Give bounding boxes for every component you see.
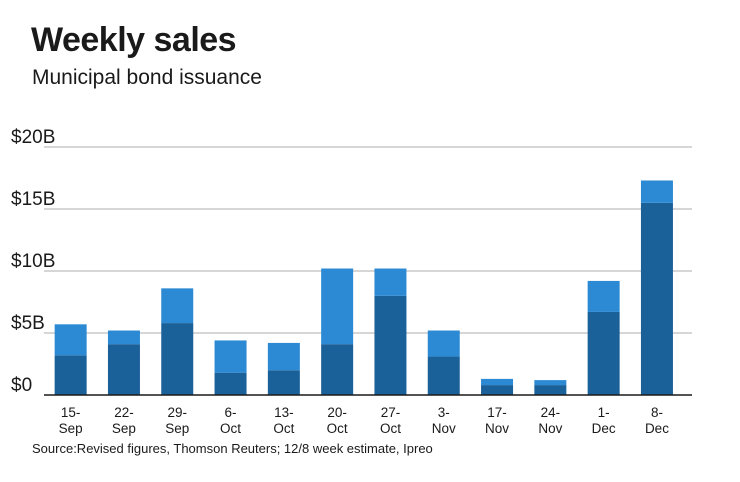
x-tick-label: 13- [274, 405, 294, 420]
bar-segment-base [481, 385, 514, 395]
bar-segment-base [321, 344, 354, 395]
grid-layer [44, 146, 692, 334]
x-tick-label: Oct [273, 421, 294, 436]
bar-segment-base [427, 356, 460, 395]
chart-subtitle: Municipal bond issuance [32, 66, 262, 89]
bar-segment-base [587, 311, 620, 395]
x-tick-label: 3- [438, 405, 450, 420]
chart-title: Weekly sales [31, 21, 237, 59]
x-tick-label: Sep [59, 421, 83, 436]
bar-layer [54, 180, 673, 395]
bar-segment-top [267, 342, 300, 371]
x-tick-labels: 15-Sep22-Sep29-Sep6-Oct13-Oct20-Oct27-Oc… [59, 405, 670, 436]
x-tick-label: Sep [112, 421, 136, 436]
x-tick-label: Nov [432, 421, 456, 436]
bar-segment-top [374, 268, 407, 296]
x-tick-label: 22- [114, 405, 134, 420]
y-tick-label: $15B [11, 189, 55, 210]
bar-segment-base [107, 344, 140, 395]
bar-segment-base [267, 370, 300, 395]
bar-segment-top [54, 324, 87, 356]
bar-segment-base [534, 385, 567, 395]
x-tick-label: Nov [485, 421, 509, 436]
x-tick-label: 24- [541, 405, 561, 420]
y-tick-label: $10B [11, 251, 55, 272]
y-tick-label: $5B [11, 313, 45, 334]
bar-segment-base [161, 323, 194, 395]
bar-segment-top [427, 330, 460, 357]
x-tick-label: 29- [167, 405, 187, 420]
bar-segment-base [214, 372, 247, 395]
source-note: Source:Revised figures, Thomson Reuters;… [32, 441, 433, 456]
x-tick-label: Oct [327, 421, 348, 436]
x-tick-label: 17- [487, 405, 507, 420]
x-tick-label: 1- [598, 405, 610, 420]
x-tick-label: Dec [592, 421, 616, 436]
y-tick-labels: $0 $5B $10B $15B $20B [11, 127, 55, 396]
x-tick-label: Nov [538, 421, 562, 436]
x-tick-label: Oct [220, 421, 241, 436]
x-tick-label: Sep [165, 421, 189, 436]
bar-segment-base [54, 355, 87, 395]
x-tick-label: 27- [381, 405, 401, 420]
bar-segment-top [640, 180, 673, 203]
x-tick-label: 8- [651, 405, 663, 420]
y-tick-label: $20B [11, 127, 55, 148]
x-tick-label: 20- [327, 405, 347, 420]
y-tick-label: $0 [11, 375, 32, 396]
x-tick-label: 6- [225, 405, 237, 420]
bar-segment-top [214, 340, 247, 373]
x-tick-label: Oct [380, 421, 401, 436]
x-tick-label: 15- [61, 405, 81, 420]
bar-segment-base [640, 202, 673, 395]
bar-segment-top [161, 288, 194, 324]
bar-segment-top [481, 378, 514, 386]
bar-segment-top [587, 280, 620, 312]
bar-segment-base [374, 295, 407, 395]
bar-segment-top [321, 268, 354, 345]
x-tick-label: Dec [645, 421, 669, 436]
bar-segment-top [107, 330, 140, 345]
bar-segment-top [534, 380, 567, 386]
